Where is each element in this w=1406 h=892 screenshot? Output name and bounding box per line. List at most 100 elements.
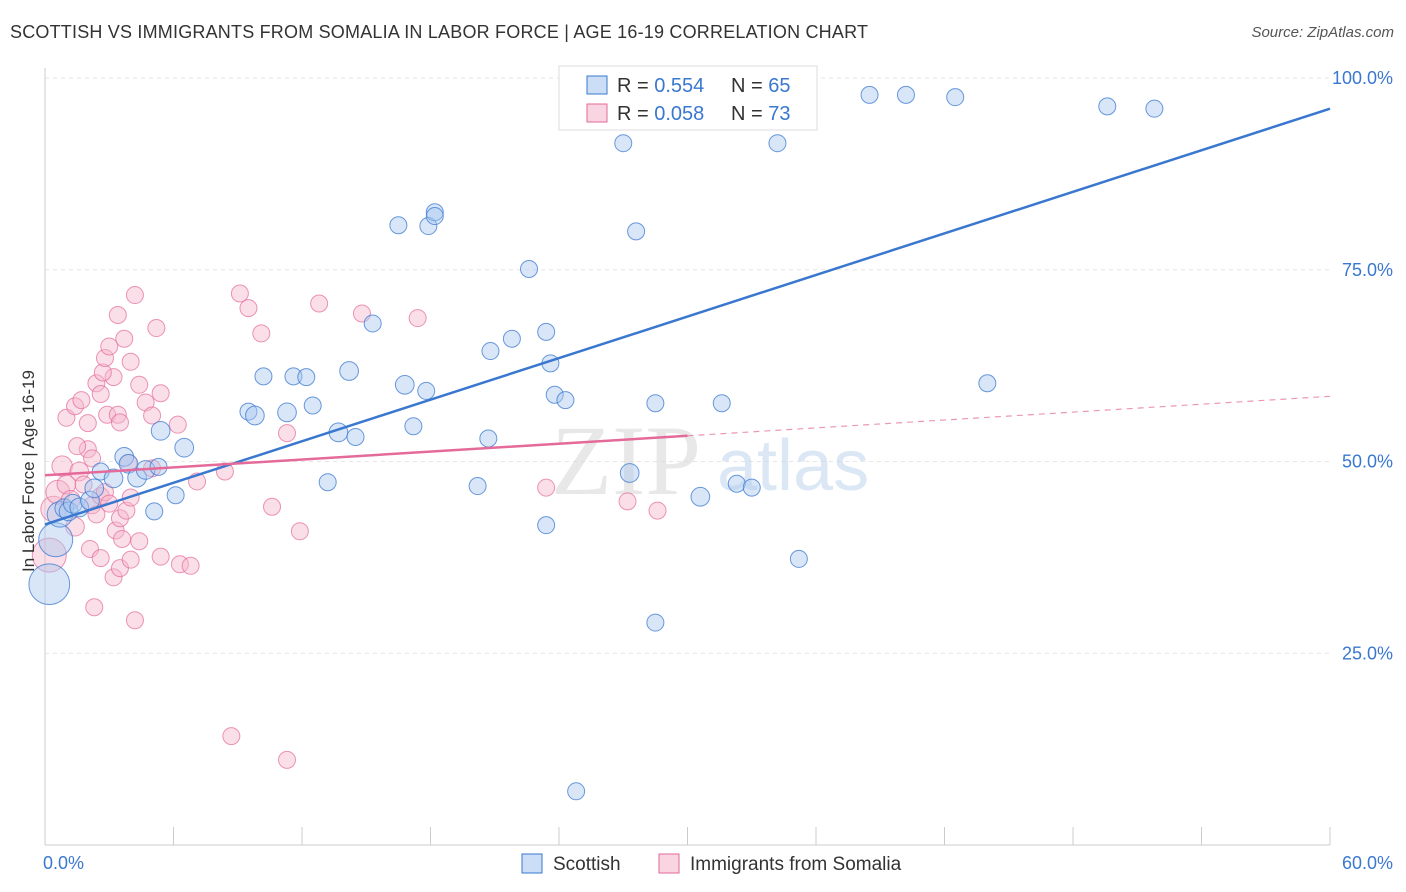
- blue-point-43: [520, 259, 539, 278]
- blue-point-40: [468, 477, 487, 496]
- blue-point-28: [339, 361, 359, 381]
- pink-point-37: [151, 384, 170, 403]
- pink-point-40: [125, 286, 144, 305]
- blue-point-47: [545, 385, 564, 404]
- pink-point-23: [78, 414, 97, 433]
- y-tick-label-3: 100.0%: [1332, 68, 1393, 88]
- blue-point-18: [166, 486, 185, 505]
- blue-point-37: [404, 417, 423, 436]
- blue-point-29: [318, 473, 337, 492]
- y-tick-label-0: 25.0%: [1342, 643, 1393, 663]
- blue-point-36: [417, 381, 436, 400]
- blue-point-48: [556, 391, 575, 410]
- blue-point-0: [28, 563, 71, 606]
- trend-lines: [44, 107, 1331, 526]
- svg-text:R = 0.554: R = 0.554: [617, 75, 704, 97]
- blue-point-57: [727, 474, 746, 493]
- stats-n-label-2: N =: [731, 103, 768, 125]
- pink-point-29: [93, 363, 112, 382]
- watermark: ZIP atlas: [551, 405, 869, 516]
- pink-point-9: [78, 440, 97, 459]
- blue-point-20: [239, 402, 258, 421]
- pink-point-45: [230, 284, 249, 303]
- pink-point-41: [147, 319, 166, 338]
- blue-point-41: [481, 342, 500, 361]
- blue-point-56: [712, 394, 731, 413]
- source-label: Source: ZipAtlas.com: [1251, 24, 1394, 41]
- pink-point-28: [108, 405, 127, 424]
- blue-point-26: [277, 402, 297, 423]
- blue-point-46: [537, 516, 556, 535]
- pink-point-38: [100, 337, 119, 356]
- pink-point-35: [136, 393, 155, 412]
- pink-point-71: [68, 437, 87, 456]
- grid: [45, 77, 1330, 654]
- blue-point-21: [245, 405, 265, 426]
- blue-series: [28, 85, 1164, 801]
- pink-point-67: [408, 309, 427, 328]
- pink-point-22: [72, 391, 91, 410]
- pink-point-24: [87, 374, 106, 393]
- stats-swatch-pink: [586, 103, 608, 123]
- pink-point-65: [278, 750, 297, 769]
- blue-point-59: [789, 549, 808, 568]
- pink-point-49: [278, 424, 297, 443]
- blue-point-30: [346, 427, 365, 446]
- pink-point-70: [648, 501, 667, 520]
- blue-point-17: [150, 420, 171, 441]
- pink-point-42: [168, 415, 187, 434]
- blue-point-61: [860, 85, 879, 104]
- stats-r-label-1: R =: [617, 75, 654, 97]
- pink-point-25: [91, 385, 110, 404]
- watermark-atlas: atlas: [717, 426, 869, 506]
- stats-r-value-1: 0.554: [654, 75, 704, 97]
- pink-point-47: [252, 324, 271, 343]
- blue-point-13: [127, 467, 147, 488]
- y-tick-label-1: 50.0%: [1342, 452, 1393, 472]
- stats-n-label-1: N =: [731, 75, 768, 97]
- pink-point-13: [95, 483, 114, 502]
- svg-text:N = 73: N = 73: [731, 103, 791, 125]
- blue-point-35: [425, 203, 444, 222]
- blue-point-62: [896, 85, 915, 104]
- blue-point-44: [537, 322, 556, 341]
- tick-labels: 25.0% 50.0% 75.0% 100.0% 0.0% 60.0%: [43, 68, 1393, 873]
- svg-text:R = 0.058: R = 0.058: [617, 103, 704, 125]
- pink-point-16: [110, 509, 129, 528]
- pink-point-32: [115, 329, 134, 348]
- pink-point-60: [125, 611, 144, 630]
- blue-point-55: [690, 486, 711, 507]
- pink-point-51: [290, 522, 309, 541]
- svg-text:N = 65: N = 65: [731, 75, 791, 97]
- pink-point-31: [110, 413, 129, 432]
- pink-point-57: [151, 547, 170, 566]
- blue-point-64: [1098, 97, 1117, 116]
- blue-point-8: [84, 478, 105, 499]
- blue-point-54: [646, 394, 665, 413]
- pink-point-36: [143, 406, 162, 425]
- pink-point-30: [95, 348, 114, 367]
- pink-point-17: [113, 529, 132, 548]
- pink-point-8: [74, 475, 93, 494]
- blue-point-58: [742, 478, 761, 497]
- blue-point-39: [479, 429, 498, 448]
- blue-point-63: [946, 88, 965, 107]
- blue-point-42: [502, 329, 521, 348]
- blue-point-23: [284, 367, 303, 386]
- pink-point-56: [121, 550, 140, 569]
- blue-point-16: [145, 502, 164, 521]
- bottom-legend: Scottish Immigrants from Somalia: [521, 853, 902, 875]
- pink-point-54: [104, 568, 123, 587]
- stats-legend: R = 0.554 N = 65 R = 0.058 N = 73: [558, 65, 818, 131]
- watermark-zip: ZIP: [551, 405, 701, 516]
- blue-point-65: [1145, 99, 1164, 118]
- pink-point-46: [239, 299, 258, 318]
- stats-r-label-2: R =: [617, 103, 654, 125]
- blue-point-31: [363, 314, 382, 333]
- x-tick-label-0: 0.0%: [43, 853, 84, 873]
- blue-point-22: [254, 367, 273, 386]
- pink-series: [31, 284, 667, 769]
- blue-point-5: [62, 493, 83, 514]
- blue-point-49: [567, 782, 586, 801]
